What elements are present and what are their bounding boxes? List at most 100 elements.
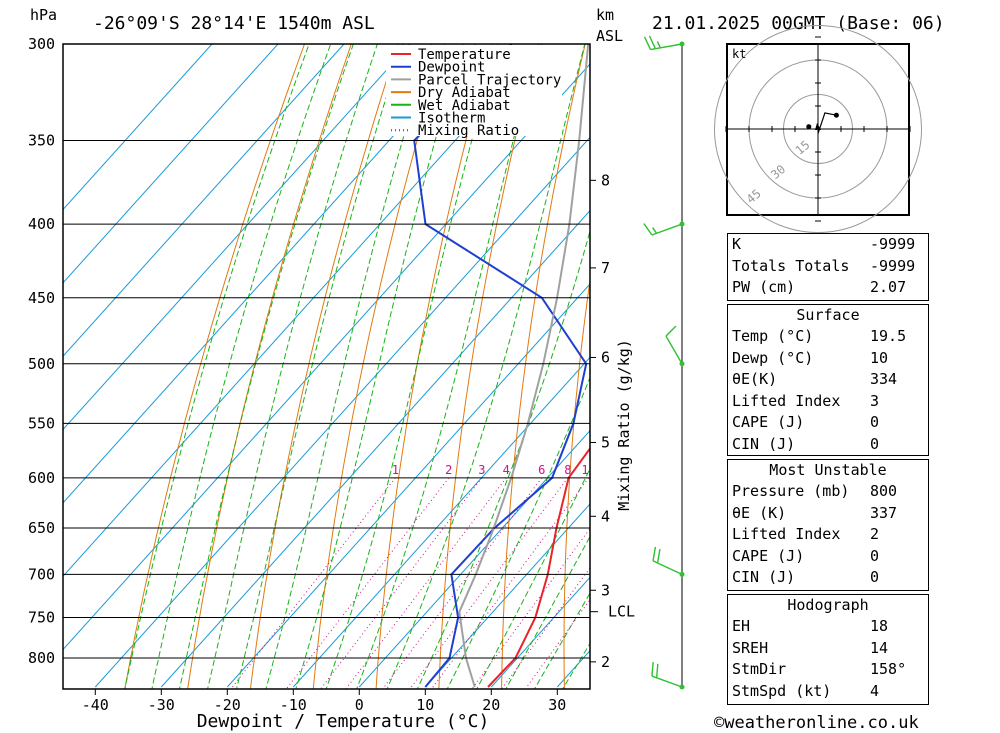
- index-row-k: K -9999: [728, 234, 928, 256]
- wet-adiabat-line: [386, 44, 586, 689]
- index-value: 3: [870, 391, 880, 410]
- pressure-tick-label: 350: [28, 131, 55, 149]
- x-tick-label: -40: [82, 696, 109, 714]
- wind-barb-column: [643, 35, 685, 690]
- surface-title: Surface: [796, 306, 860, 324]
- x-tick-label: 10: [416, 696, 434, 714]
- wind-barb-flag: [656, 549, 661, 564]
- dry-adiabat-line: [438, 44, 539, 689]
- legend-label: Temperature: [418, 47, 511, 63]
- wind-barb-flag: [652, 546, 657, 561]
- wind-barb-flag: [651, 662, 654, 677]
- index-value: 19.5: [870, 327, 907, 345]
- index-label: Pressure (mb): [732, 482, 850, 500]
- pressure-tick-label: 800: [28, 649, 55, 667]
- pressure-tick-label: 700: [28, 565, 55, 583]
- mixing-ratio-label: 1: [392, 463, 399, 477]
- dry-adiabat-line: [124, 44, 306, 689]
- hodo-row: EH 18: [728, 616, 928, 638]
- asl-unit-label: ASL: [596, 27, 623, 45]
- pressure-tick-label: 400: [28, 215, 55, 233]
- mixing-ratio-label: 25: [671, 463, 685, 477]
- mixing-ratio-label: 4: [503, 463, 510, 477]
- isotherm-line: [63, 44, 477, 504]
- chart-grid: [63, 23, 730, 689]
- wet-adiabat-line: [446, 376, 590, 689]
- pressure-tick-label: 600: [28, 469, 55, 487]
- wind-barb-flag: [655, 663, 659, 678]
- index-value: 337: [870, 503, 898, 522]
- mu-row: Lifted Index 2: [728, 524, 928, 546]
- index-value: 0: [870, 413, 880, 431]
- wind-barb-flag: [643, 36, 652, 50]
- wind-barb-flag: [643, 223, 653, 236]
- x-tick-label: 0: [355, 696, 364, 714]
- wet-adiabat-line: [356, 44, 539, 689]
- mu-row: CAPE (J) 0: [728, 546, 928, 568]
- legend-label: Isotherm: [418, 111, 485, 127]
- index-label: θE(K): [732, 370, 778, 388]
- mixing-ratio-label: 6: [538, 463, 545, 477]
- index-value: 10: [870, 348, 889, 367]
- index-value: -9999: [870, 256, 916, 275]
- x-tick-label: 30: [548, 696, 566, 714]
- index-label: StmDir: [732, 660, 787, 678]
- wind-barb-flag: [652, 227, 658, 234]
- index-value: 800: [870, 482, 898, 500]
- index-value: 334: [870, 370, 898, 388]
- index-label: K: [732, 235, 742, 253]
- legend-label: Mixing Ratio: [418, 123, 519, 139]
- mu-row: θE (K) 337: [728, 503, 928, 525]
- km-unit-label: km: [596, 6, 614, 24]
- index-label: CIN (J): [732, 434, 796, 453]
- index-label: StmSpd (kt): [732, 681, 832, 700]
- isotherm-line: [358, 429, 590, 688]
- wind-barb-shaft: [651, 675, 683, 688]
- pressure-tick-label: 750: [28, 609, 55, 627]
- index-label: Dewp (°C): [732, 348, 814, 367]
- x-tick-label: -10: [280, 696, 307, 714]
- km-tick-label: 8: [601, 171, 610, 189]
- legend-label: Dewpoint: [418, 60, 485, 76]
- isotherm-line: [63, 44, 279, 284]
- hodo-row: StmSpd (kt) 4: [728, 681, 928, 703]
- wind-barb-shaft: [652, 560, 683, 576]
- wind-barb-flag: [665, 325, 677, 337]
- index-label: CIN (J): [732, 568, 796, 586]
- mixing-ratio-label: 3: [478, 463, 485, 477]
- datetime-title: 21.01.2025 00GMT (Base: 06): [652, 13, 945, 34]
- wet-adiabat-line: [295, 44, 464, 689]
- index-value: 2: [870, 525, 880, 543]
- isotherm-line: [63, 44, 345, 357]
- wet-adiabat-line: [533, 592, 590, 689]
- isotherm-line: [63, 44, 213, 211]
- hodograph-unit-label: kt: [732, 47, 746, 61]
- pressure-tick-label: 450: [28, 289, 55, 307]
- index-value: 14: [870, 638, 889, 657]
- surface-row: Temp (°C) 19.5: [728, 326, 928, 348]
- wind-barb-flag: [656, 41, 661, 49]
- surface-table: Surface Temp (°C) 19.5 Dewp (°C) 10 θE(K) 3…: [727, 304, 929, 456]
- surface-row: Dewp (°C) 10: [728, 348, 928, 370]
- index-label: PW (cm): [732, 278, 796, 296]
- x-tick-label: 20: [482, 696, 500, 714]
- copyright-text: ©weatheronline.co.uk: [714, 713, 919, 733]
- location-title: -26°09'S 28°14'E 1540m ASL: [93, 13, 375, 34]
- surface-row: Lifted Index 3: [728, 391, 928, 413]
- dry-adiabat-line: [625, 23, 683, 689]
- storm-motion-arrow: [815, 123, 821, 130]
- lcl-label: LCL: [608, 603, 635, 621]
- hodograph-ring: [714, 25, 922, 233]
- legend-label: Parcel Trajectory: [418, 72, 561, 88]
- dry-adiabat-line: [684, 23, 730, 689]
- mixing-ratio-label: 8: [564, 463, 571, 477]
- wet-adiabat-line: [151, 44, 332, 689]
- isotherm-line: [226, 283, 590, 688]
- wind-barb-shaft: [665, 335, 683, 365]
- km-tick-label: 5: [601, 433, 610, 451]
- wind-barb-shaft: [650, 43, 683, 51]
- isotherm-line: [63, 44, 543, 577]
